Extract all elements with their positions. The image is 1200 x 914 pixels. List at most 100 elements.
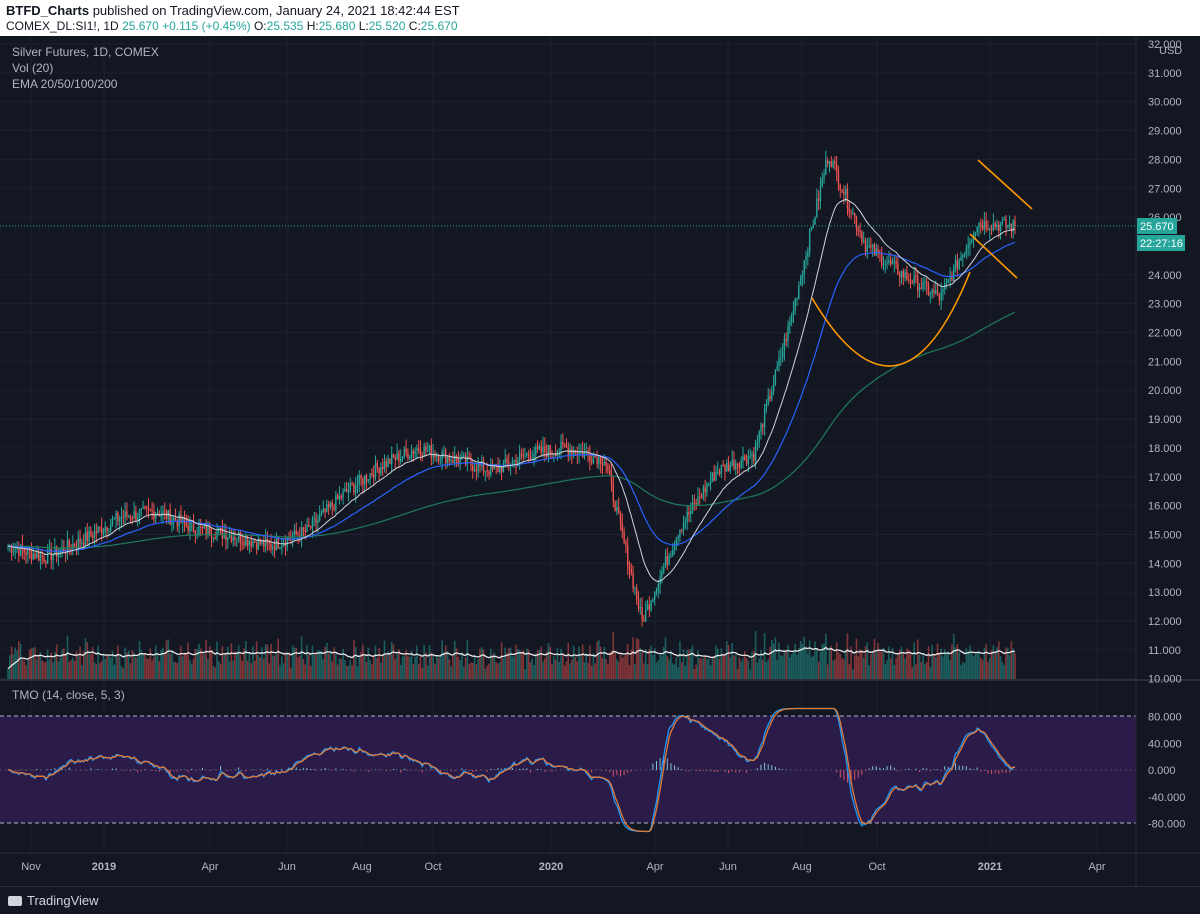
volume-bar	[639, 647, 642, 680]
volume-bar	[1008, 655, 1011, 680]
volume-bar	[868, 664, 870, 680]
candle-body	[97, 526, 99, 534]
volume-bar	[326, 642, 328, 680]
volume-bar	[183, 652, 186, 680]
candle-body	[454, 455, 456, 463]
volume-bar	[187, 642, 189, 680]
candle-body	[780, 357, 782, 359]
volume-bar	[940, 648, 942, 680]
candle-body	[1003, 218, 1005, 221]
candle-body	[906, 271, 908, 280]
candle-body	[971, 239, 973, 243]
candle-body	[371, 473, 373, 475]
volume-bar	[644, 649, 647, 680]
candle-body	[616, 507, 618, 512]
volume-bar	[489, 648, 492, 680]
volume-bar	[607, 663, 609, 680]
candle-body	[493, 466, 496, 470]
candles	[7, 150, 1016, 627]
candle-body	[185, 522, 188, 526]
volume-bar	[52, 662, 54, 680]
candle-body	[506, 458, 508, 463]
volume-bar	[43, 661, 45, 680]
candle-body	[524, 455, 526, 457]
cup-curve[interactable]	[811, 271, 971, 367]
volume-bar	[895, 657, 897, 680]
handle-lower-trendline[interactable]	[969, 233, 1018, 279]
candle-body	[340, 496, 342, 499]
candle-body	[601, 463, 604, 465]
candle-body	[954, 260, 957, 267]
volume-bar	[722, 653, 724, 680]
volume-bar	[100, 660, 103, 680]
volume-bar	[875, 651, 878, 680]
chart-canvas[interactable]: Silver Futures, 1D, COMEX Vol (20) EMA 2…	[0, 36, 1200, 886]
volume-bar	[457, 656, 460, 680]
candle-body	[720, 464, 723, 474]
volume-bar	[943, 649, 946, 680]
volume-bar	[772, 643, 775, 680]
candle-body	[52, 554, 54, 561]
candle-body	[504, 458, 506, 464]
candle-body	[488, 471, 490, 475]
candle-body	[120, 516, 123, 519]
volume-bar	[963, 663, 966, 680]
volume-bar	[217, 661, 220, 680]
handle-upper-trendline[interactable]	[977, 159, 1033, 210]
volume-bar	[960, 664, 962, 680]
candle-body	[409, 456, 411, 459]
tmo-axis[interactable]: 80.000 40.000 0.000 -40.000 -80.000	[1148, 712, 1185, 831]
candle-body	[844, 188, 847, 195]
tradingview-logo[interactable]: TradingView	[8, 893, 99, 908]
volume-bar	[261, 647, 263, 680]
candle-body	[108, 530, 110, 532]
candle-body	[236, 538, 238, 540]
volume-bar	[196, 648, 198, 680]
volume-bar	[608, 652, 611, 680]
candle-body	[562, 442, 564, 445]
candle-body	[324, 508, 326, 513]
volume-bar	[73, 660, 76, 680]
candle-body	[947, 279, 950, 282]
candle-body	[745, 460, 748, 464]
volume-bar	[113, 664, 116, 680]
tmo-signal-line	[7, 707, 1016, 833]
volume-bar	[25, 665, 27, 680]
volume-bar	[268, 663, 271, 680]
volume-bar	[214, 667, 216, 680]
candle-body	[353, 484, 355, 493]
volume-bar	[318, 650, 321, 680]
volume-bar	[558, 661, 561, 680]
author-name[interactable]: BTFD_Charts	[6, 3, 90, 18]
volume-bar	[780, 655, 782, 680]
candle-body	[171, 520, 173, 525]
price-axis[interactable]: 32.00031.00030.00029.00028.00027.00026.0…	[1148, 39, 1182, 686]
candle-body	[189, 522, 191, 532]
candle-body	[281, 545, 283, 548]
volume-bar	[931, 644, 933, 680]
candle-body	[75, 546, 78, 549]
volume-bar	[154, 645, 157, 680]
candle-body	[935, 290, 937, 294]
candle-body	[899, 274, 901, 277]
volume-bar	[819, 652, 822, 680]
volume-bar	[21, 658, 24, 680]
volume-bar	[808, 640, 811, 680]
volume-bar	[470, 662, 472, 680]
volume-bar	[171, 651, 173, 680]
candle-body	[111, 519, 114, 525]
candle-body	[351, 483, 353, 485]
candle-body	[178, 514, 180, 527]
candle-body	[311, 518, 314, 528]
candle-body	[740, 460, 742, 468]
candle-body	[187, 525, 189, 532]
volume-bar	[736, 668, 739, 680]
candle-body	[32, 553, 34, 560]
time-axis[interactable]: Nov 2019 Apr Jun Aug Oct 2020 Apr Jun Aug Oct 2021 A…	[21, 861, 1106, 873]
volume-bar	[502, 658, 505, 680]
candle-body	[254, 541, 256, 543]
volume-bar	[450, 666, 452, 680]
candle-body	[164, 511, 166, 513]
volume-bar	[88, 652, 90, 680]
volume-bar	[641, 651, 643, 680]
